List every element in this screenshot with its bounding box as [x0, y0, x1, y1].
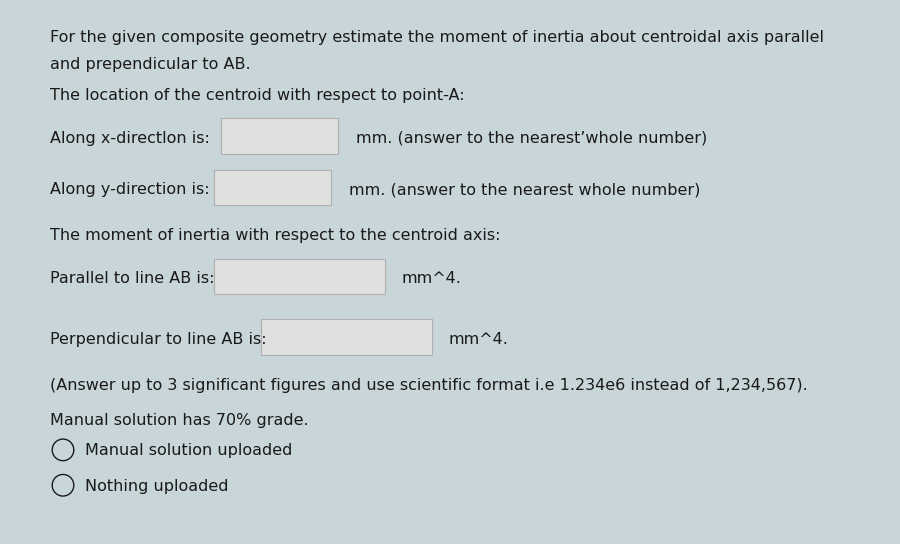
Text: mm^4.: mm^4. [401, 271, 462, 286]
Text: The moment of inertia with respect to the centroid axis:: The moment of inertia with respect to th… [50, 228, 500, 244]
FancyBboxPatch shape [214, 258, 385, 294]
Text: The location of the centroid with respect to point-A:: The location of the centroid with respec… [50, 88, 464, 103]
FancyBboxPatch shape [261, 319, 432, 355]
Text: Along x-directlon is:: Along x-directlon is: [50, 131, 210, 146]
Text: Manual solution uploaded: Manual solution uploaded [85, 443, 292, 459]
FancyBboxPatch shape [220, 118, 338, 153]
Text: mm. (answer to the nearest whole number): mm. (answer to the nearest whole number) [349, 182, 700, 197]
Text: (Answer up to 3 significant figures and use scientific format i.e 1.234e6 instea: (Answer up to 3 significant figures and … [50, 378, 807, 393]
Text: For the given composite geometry estimate the moment of inertia about centroidal: For the given composite geometry estimat… [50, 30, 824, 45]
Text: mm^4.: mm^4. [448, 332, 508, 347]
FancyBboxPatch shape [214, 170, 331, 205]
Text: and prependicular to AB.: and prependicular to AB. [50, 57, 250, 72]
Text: Parallel to line AB is:: Parallel to line AB is: [50, 271, 214, 286]
Text: Nothing uploaded: Nothing uploaded [85, 479, 228, 494]
Text: mm. (answer to the nearest’whole number): mm. (answer to the nearest’whole number) [356, 131, 706, 146]
Text: Perpendicular to line AB is:: Perpendicular to line AB is: [50, 332, 266, 347]
Text: Along y-direction is:: Along y-direction is: [50, 182, 209, 197]
Text: Manual solution has 70% grade.: Manual solution has 70% grade. [50, 413, 308, 429]
